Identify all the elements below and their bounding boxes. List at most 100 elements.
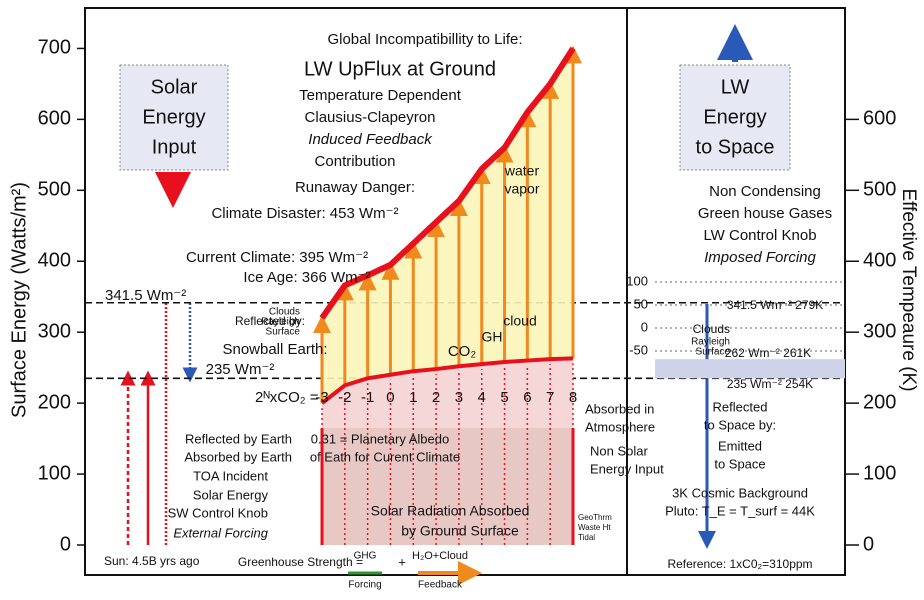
- annotation: Atmosphere: [585, 419, 655, 434]
- annotation: Tidal: [578, 533, 595, 542]
- annotation: Absorbed by Earth: [184, 449, 292, 464]
- annotation: Runaway Danger:: [295, 179, 415, 196]
- annotation: Emitted: [718, 438, 762, 453]
- annotation: Absorbed in: [585, 401, 654, 416]
- x-tick-label: 6: [523, 389, 531, 406]
- annotation: Rayleigh: [691, 337, 730, 348]
- annotation: Clouds: [269, 307, 300, 318]
- x-tick-label: -3: [315, 389, 328, 406]
- y-tick-label: 400: [38, 250, 71, 272]
- annotation: Greenhouse Strength =: [238, 555, 363, 569]
- x-tick-label: 8: [569, 389, 577, 406]
- y2-tick-label: 400: [863, 250, 896, 272]
- annotation: 3K Cosmic Background: [672, 485, 808, 500]
- annotation: LW: [721, 76, 750, 98]
- x-label: 2ᴺxCO₂ =: [255, 389, 319, 406]
- annotation: Solar Radiation Absorbed: [371, 503, 530, 519]
- annotation: Clouds: [693, 322, 730, 336]
- annotation: to Space by:: [704, 417, 776, 432]
- annotation: Ice Age: 366 Wm⁻²: [243, 269, 370, 286]
- annotation: Sun: 4.5B yrs ago: [104, 554, 200, 568]
- annotation: 262 Wm⁻² 261K: [725, 346, 811, 360]
- annotation: Induced Feedback: [308, 131, 433, 148]
- y-tick-label: 500: [38, 179, 71, 201]
- reflect-band: [655, 359, 845, 379]
- annotation: vapor: [504, 181, 539, 197]
- x-tick-label: -2: [338, 389, 351, 406]
- annotation: 341.5 Wm⁻²: [105, 287, 186, 304]
- annotation: Clausius-Clapeyron: [305, 109, 436, 126]
- annotation: 341.5 Wm⁻² 279K: [727, 298, 823, 312]
- annotation: Waste Ht: [578, 523, 611, 532]
- inner-tick-label: -50: [629, 342, 648, 357]
- y2-tick-label: 200: [863, 391, 896, 413]
- x-tick-label: 7: [546, 389, 554, 406]
- annotation: Surface: [266, 327, 301, 338]
- y-tick-label: 0: [60, 533, 71, 555]
- y2-tick-label: 600: [863, 108, 896, 130]
- y-tick-label: 300: [38, 320, 71, 342]
- annotation: Energy: [703, 106, 766, 128]
- annotation: to Space: [696, 136, 775, 158]
- annotation: Reflected by Earth: [185, 431, 292, 446]
- annotation: Rayleigh: [261, 317, 300, 328]
- y-tick-label: 600: [38, 108, 71, 130]
- annotation: Input: [152, 136, 197, 158]
- annotation: Reflected: [713, 399, 768, 414]
- annotation: to Space: [714, 456, 765, 471]
- ground-area: [322, 427, 573, 545]
- annotation: Forcing: [348, 580, 381, 591]
- annotation: Energy: [142, 106, 205, 128]
- annotation: SW Control Knob: [168, 505, 268, 520]
- y-tick-label: 100: [38, 462, 71, 484]
- annotation: Contribution: [315, 153, 396, 170]
- annotation: GeoThrm: [578, 513, 612, 522]
- x-tick-label: 0: [386, 389, 394, 406]
- annotation: LW UpFlux at Ground: [304, 58, 496, 80]
- annotation: H₂O+Cloud: [412, 550, 468, 562]
- annotation: Climate Disaster: 453 Wm⁻²: [211, 205, 398, 222]
- annotation: Surface: [696, 347, 731, 358]
- x-tick-label: -1: [361, 389, 374, 406]
- inner-tick-label: 0: [641, 319, 648, 334]
- annotation: Current Climate: 395 Wm⁻²: [186, 249, 368, 266]
- annotation: Green house Gases: [698, 205, 832, 222]
- annotation: Snowball Earth:: [222, 341, 327, 358]
- annotation: Solar: [151, 76, 198, 98]
- y-tick-label: 700: [38, 37, 71, 59]
- y-axis-label: Surface Energy (Watts/m²): [8, 182, 30, 418]
- annotation: 235 Wm⁻²: [206, 361, 275, 378]
- y2-tick-label: 300: [863, 320, 896, 342]
- annotation: TOA Incident: [193, 468, 268, 483]
- annotation: by Ground Surface: [401, 523, 519, 539]
- annotation: External Forcing: [173, 525, 268, 540]
- annotation: 0.31 = Planetary Albedo: [311, 431, 449, 446]
- x-tick-label: 3: [455, 389, 463, 406]
- annotation: Non Condensing: [709, 183, 821, 200]
- annotation: Imposed Forcing: [704, 249, 816, 266]
- annotation: cloud: [503, 313, 536, 329]
- series-line: [320, 356, 574, 405]
- feedback-area: [322, 48, 573, 404]
- annotation: Global Incompatibillity to Life:: [327, 31, 522, 48]
- y-tick-label: 200: [38, 391, 71, 413]
- annotation: Non Solar: [590, 443, 648, 458]
- annotation: Temperature Dependent: [299, 87, 462, 104]
- annotation: Pluto: T_E = T_surf = 44K: [665, 503, 815, 518]
- annotation: Energy Input: [590, 461, 664, 476]
- x-tick-label: 5: [500, 389, 508, 406]
- y2-tick-label: 100: [863, 462, 896, 484]
- x-tick-label: 1: [409, 389, 417, 406]
- annotation: Reference: 1xC0₂=310ppm: [667, 557, 812, 571]
- annotation: GHG: [354, 551, 377, 562]
- x-tick-label: 4: [478, 389, 486, 406]
- inner-tick-label: 50: [634, 296, 648, 311]
- annotation: Feedback: [418, 580, 463, 591]
- annotation: of Eath for Curent Climate: [310, 449, 460, 464]
- annotation: +: [398, 554, 406, 569]
- y2-axis-label: Effective Tempeaure (K): [898, 188, 919, 391]
- annotation: water: [504, 163, 540, 179]
- y2-tick-label: 500: [863, 179, 896, 201]
